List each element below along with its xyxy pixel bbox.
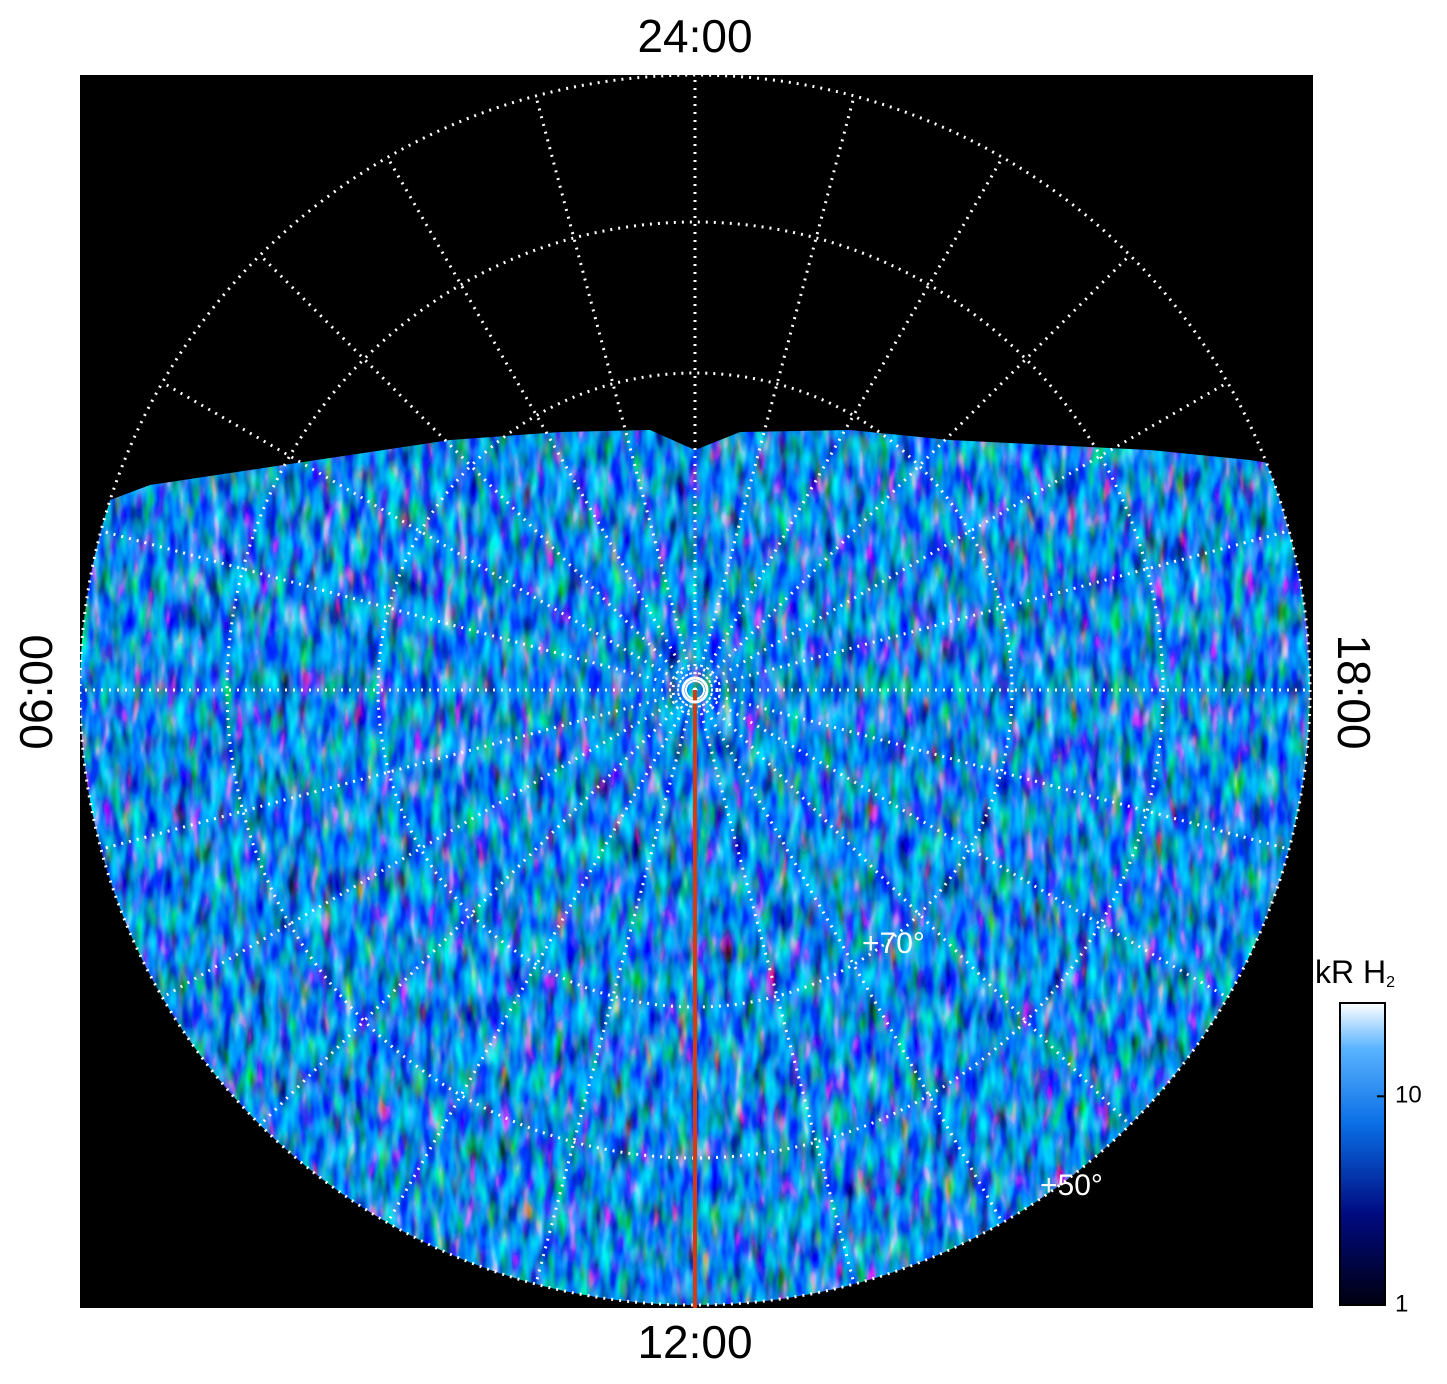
colorbar-title: kR H2 xyxy=(1315,954,1395,991)
colorbar xyxy=(1339,1002,1386,1306)
lt-meridian xyxy=(694,529,1290,692)
lt-meridian xyxy=(161,688,696,999)
lt-meridian xyxy=(259,688,697,1126)
lt-label-left: 06:00 xyxy=(10,634,62,749)
lt-meridian xyxy=(694,381,1229,692)
lt-meridian xyxy=(100,529,696,692)
lt-label-top: 24:00 xyxy=(637,10,752,62)
lt-meridian xyxy=(693,156,1004,691)
polar-grid xyxy=(78,73,1312,1307)
lt-meridian xyxy=(693,689,1004,1224)
lat-circle xyxy=(671,666,719,714)
colorbar-title-main: kR H xyxy=(1315,954,1386,990)
lt-meridian xyxy=(693,688,1131,1126)
lat-circle xyxy=(78,73,1312,1307)
latitude-label: +50° xyxy=(1040,1169,1103,1202)
latitude-label: +70° xyxy=(862,927,925,960)
lt-meridian xyxy=(534,95,697,691)
colorbar-title-sub: 2 xyxy=(1386,974,1395,991)
lt-meridian xyxy=(386,156,697,691)
lt-meridian xyxy=(694,688,1229,999)
pole-marker xyxy=(681,676,709,704)
lt-meridian xyxy=(161,381,696,692)
lt-meridian xyxy=(100,688,696,851)
lt-meridian xyxy=(259,254,697,692)
lat-circle xyxy=(225,220,1165,1160)
lt-meridian xyxy=(694,688,1290,851)
lt-meridian xyxy=(534,689,697,1285)
lt-label-bottom: 12:00 xyxy=(637,1316,752,1368)
lt-meridian xyxy=(693,254,1131,692)
colorbar-tick-label: 10 xyxy=(1395,1082,1422,1109)
lt-label-right: 18:00 xyxy=(1328,634,1380,749)
lt-meridian xyxy=(693,95,856,691)
lt-meridian xyxy=(386,689,697,1224)
colorbar-tick-label: 1 xyxy=(1395,1290,1408,1317)
lt-meridian xyxy=(693,689,856,1285)
